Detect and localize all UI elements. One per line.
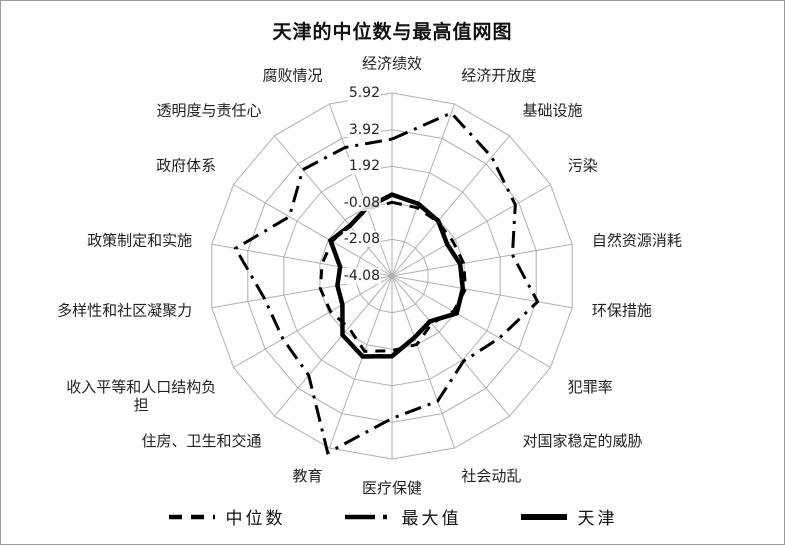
tick-label-5.92: 5.92 bbox=[347, 85, 381, 101]
legend-item-max: 最大值 bbox=[344, 504, 462, 529]
legend-line-sample-median bbox=[168, 514, 215, 519]
category-label-11: 住房、卫生和交通 bbox=[141, 431, 262, 450]
legend-line-sample-tianjin bbox=[520, 513, 567, 520]
category-label-14: 政策制定和实施 bbox=[87, 231, 193, 250]
category-label-13: 多样性和社区凝聚力 bbox=[57, 301, 193, 320]
radar-spoke bbox=[391, 275, 573, 309]
radar-spoke bbox=[233, 184, 393, 277]
radar-spoke bbox=[328, 275, 393, 449]
tick-label--4.08: -4.08 bbox=[342, 268, 381, 284]
legend-label-max: 最大值 bbox=[401, 509, 462, 529]
tick-label-1.92: 1.92 bbox=[347, 158, 381, 175]
radar-spoke bbox=[391, 103, 456, 277]
radar-spoke bbox=[391, 275, 551, 368]
category-label-15: 政府体系 bbox=[156, 155, 217, 174]
series-line-max bbox=[233, 111, 540, 456]
legend-label-tianjin: 天津 bbox=[577, 509, 618, 529]
legend-label-median: 中位数 bbox=[225, 509, 286, 529]
category-label-9: 医疗保健 bbox=[361, 479, 423, 497]
category-label-10: 教育 bbox=[292, 466, 323, 485]
radar-spoke bbox=[328, 103, 393, 277]
category-label-3: 污染 bbox=[567, 155, 598, 174]
radar-spoke bbox=[391, 275, 510, 417]
chart-title: 天津的中位数与最高值网图 bbox=[272, 21, 513, 43]
radar-spoke bbox=[391, 135, 510, 277]
legend: 中位数 最大值 天津 bbox=[1, 504, 784, 529]
category-label-5: 环保措施 bbox=[591, 301, 652, 320]
category-label-2: 基础设施 bbox=[522, 101, 583, 120]
tick-label--2.08: -2.08 bbox=[342, 231, 381, 248]
category-label-17: 腐败情况 bbox=[262, 66, 323, 85]
category-label-7: 对国家稳定的威胁 bbox=[522, 431, 643, 450]
series-line-tianjin bbox=[327, 192, 466, 359]
category-label-0: 经济绩效 bbox=[361, 54, 423, 73]
radar-spoke bbox=[391, 275, 456, 449]
category-label-1: 经济开放度 bbox=[461, 66, 537, 85]
radar-spoke bbox=[233, 275, 393, 368]
tick-label--0.08: -0.08 bbox=[342, 194, 381, 211]
legend-item-median: 中位数 bbox=[168, 504, 286, 529]
radar-spoke bbox=[391, 243, 573, 277]
category-label-6: 犯罪率 bbox=[567, 377, 613, 396]
tick-label-3.92: 3.92 bbox=[347, 121, 381, 138]
radar-spoke bbox=[274, 275, 393, 417]
radar-spoke bbox=[391, 184, 551, 277]
radar-spoke bbox=[274, 135, 393, 277]
category-label-12: 收入平等和人口结构负担 bbox=[66, 377, 217, 415]
category-label-4: 自然资源消耗 bbox=[591, 231, 682, 250]
legend-item-tianjin: 天津 bbox=[520, 504, 618, 529]
legend-line-sample-max bbox=[344, 514, 391, 519]
category-label-16: 透明度与责任心 bbox=[156, 101, 262, 120]
category-label-8: 社会动乱 bbox=[461, 466, 522, 485]
